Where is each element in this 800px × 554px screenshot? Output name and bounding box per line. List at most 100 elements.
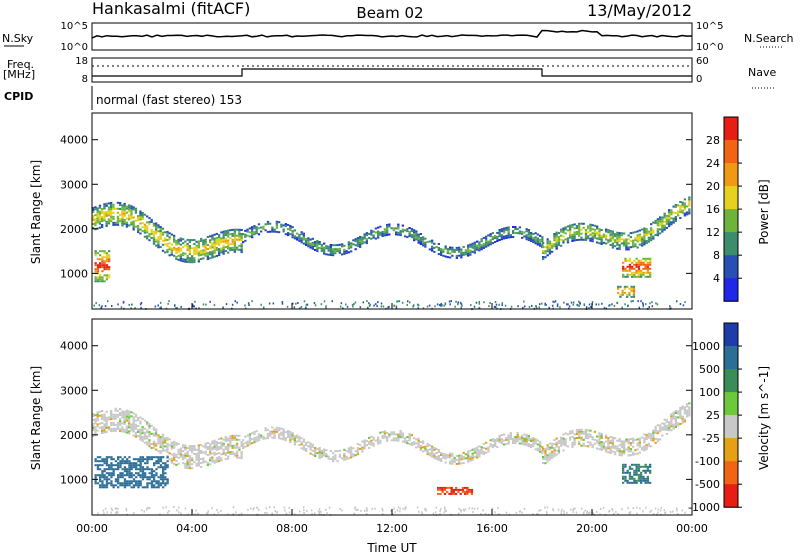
power-cell	[316, 248, 319, 251]
power-cell	[343, 248, 346, 251]
colorbar-segment	[724, 117, 738, 141]
velocity-cell	[628, 512, 631, 515]
velocity-cell	[634, 439, 637, 442]
velocity-cell	[117, 482, 120, 485]
velocity-cell	[287, 430, 290, 432]
power-cell	[110, 216, 113, 219]
velocity-cell	[642, 469, 645, 472]
velocity-cell	[132, 412, 135, 415]
velocity-cell	[408, 443, 411, 445]
velocity-cell	[681, 417, 684, 420]
velocity-cell	[96, 468, 100, 471]
velocity-cell	[584, 433, 588, 435]
power-cell	[577, 304, 579, 307]
velocity-cell	[115, 512, 117, 514]
power-cell	[633, 273, 636, 276]
power-cell	[289, 225, 292, 228]
velocity-cell	[562, 449, 565, 452]
velocity-cell	[686, 411, 689, 414]
velocity-cell	[325, 455, 328, 458]
power-cell	[155, 228, 158, 231]
power-cell	[130, 215, 133, 218]
power-cell	[459, 301, 462, 304]
power-cell	[334, 250, 337, 253]
power-cell	[128, 218, 131, 221]
velocity-cell	[271, 512, 273, 515]
velocity-cell	[233, 444, 236, 447]
velocity-cell	[368, 446, 371, 449]
velocity-cell	[557, 450, 561, 453]
power-cell	[551, 246, 554, 249]
velocity-cell	[99, 468, 102, 471]
power-cell	[119, 218, 122, 221]
velocity-cell	[218, 448, 221, 451]
velocity-cell	[440, 454, 443, 456]
velocity-cell	[402, 507, 404, 510]
power-cell	[487, 234, 490, 237]
power-cell	[238, 228, 241, 231]
velocity-cell	[638, 439, 641, 442]
power-cell	[521, 230, 524, 233]
velocity-cell	[125, 427, 129, 430]
velocity-cell	[114, 468, 118, 471]
power-cell	[578, 230, 581, 233]
velocity-cell	[663, 424, 666, 427]
velocity-cell	[353, 507, 356, 510]
power-cell	[152, 230, 156, 233]
velocity-cell	[377, 440, 380, 443]
power-cell	[635, 261, 638, 264]
power-cell	[404, 235, 407, 238]
y-tick-label: 4000	[60, 340, 88, 353]
velocity-cell	[496, 439, 499, 442]
power-cell	[573, 301, 575, 304]
velocity-cell	[197, 458, 200, 461]
velocity-cell	[248, 437, 252, 440]
velocity-cell	[251, 438, 254, 441]
power-cell	[92, 217, 95, 219]
power-cell	[451, 246, 454, 249]
power-cell	[647, 240, 650, 243]
power-cell	[266, 230, 270, 233]
velocity-cell	[507, 434, 510, 437]
velocity-cell	[444, 453, 447, 456]
velocity-cell	[663, 418, 666, 421]
x-tick-label: 04:00	[176, 522, 208, 535]
power-cell	[253, 225, 256, 228]
power-cell	[296, 236, 299, 239]
velocity-cell	[643, 447, 646, 450]
velocity-cell	[200, 450, 203, 452]
power-cell	[211, 234, 214, 237]
velocity-cell	[209, 445, 212, 448]
velocity-cell	[681, 407, 684, 410]
velocity-cell	[132, 434, 135, 437]
power-cell	[580, 236, 583, 239]
velocity-cell	[119, 418, 122, 420]
power-cell	[656, 220, 659, 223]
velocity-cell	[464, 486, 467, 489]
power-cell	[616, 235, 619, 238]
velocity-cell	[121, 414, 124, 417]
power-cell	[417, 241, 420, 244]
velocity-cell	[390, 431, 393, 434]
velocity-cell	[437, 457, 440, 459]
power-cell	[562, 241, 565, 244]
velocity-cell	[257, 439, 261, 442]
velocity-cell	[126, 460, 129, 463]
power-cell	[410, 234, 413, 237]
power-cell	[622, 265, 625, 268]
velocity-cell	[175, 443, 178, 446]
power-cell	[248, 227, 252, 230]
velocity-cell	[150, 474, 154, 477]
velocity-cell	[206, 454, 209, 456]
power-cell	[375, 303, 377, 306]
velocity-cell	[638, 437, 641, 440]
velocity-cell	[440, 458, 443, 460]
velocity-cell	[110, 410, 113, 412]
velocity-cell	[269, 434, 272, 437]
power-cell	[624, 275, 627, 278]
velocity-cell	[150, 470, 154, 473]
power-cell	[596, 241, 599, 244]
velocity-cell	[428, 448, 431, 451]
velocity-cell	[578, 428, 581, 431]
power-cell	[168, 246, 171, 249]
